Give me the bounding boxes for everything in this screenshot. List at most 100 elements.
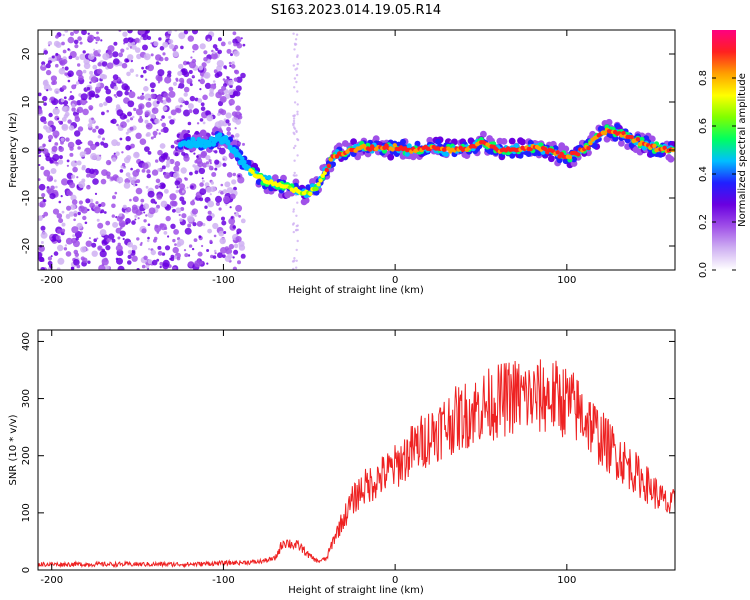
y-tick-label: 20 — [21, 48, 32, 61]
heatmap-noise-cell — [170, 144, 175, 149]
heatmap-noise-cell — [292, 230, 295, 234]
heatmap-noise-cell — [113, 94, 117, 97]
heatmap-noise-cell — [122, 31, 128, 37]
heatmap-noise-cell — [157, 245, 162, 250]
colorbar-label: Normalized spectral amplitude — [737, 73, 748, 227]
heatmap-noise-cell — [139, 36, 144, 40]
heatmap-noise-cell — [58, 200, 62, 204]
heatmap-noise-cell — [127, 100, 135, 108]
heatmap-noise-cell — [140, 198, 145, 203]
heatmap-noise-cell — [292, 32, 295, 35]
heatmap-ridge-cell — [244, 163, 249, 169]
heatmap-ridge-cell — [231, 146, 237, 152]
heatmap-noise-cell — [126, 71, 131, 77]
colorbar-ticks: 0.0 0.2 0.4 0.6 0.8 — [698, 70, 736, 278]
heatmap-noise-cell — [146, 169, 151, 174]
heatmap-noise-cell — [169, 193, 177, 201]
heatmap-noise-cell — [105, 220, 111, 226]
heatmap-noise-cell — [232, 266, 237, 270]
heatmap-noise-cell — [96, 218, 100, 222]
heatmap-noise-cell — [52, 208, 60, 215]
heatmap-noise-cell — [228, 79, 234, 86]
heatmap-noise-cell — [155, 178, 161, 184]
heatmap-noise-cell — [40, 225, 46, 231]
heatmap-noise-cell — [206, 163, 210, 168]
heatmap-noise-cell — [159, 56, 164, 62]
heatmap-noise-cell — [296, 224, 299, 227]
heatmap-noise-cell — [199, 118, 204, 122]
heatmap-noise-cell — [96, 31, 99, 35]
heatmap-noise-cell — [220, 109, 227, 116]
heatmap-noise-cell — [89, 198, 94, 203]
heatmap-noise-cell — [100, 178, 107, 185]
heatmap-noise-cell — [105, 88, 112, 95]
heatmap-noise-cell — [140, 211, 143, 215]
heatmap-noise-cell — [176, 108, 182, 114]
heatmap-ridge-cell — [350, 138, 357, 146]
heatmap-noise-cell — [200, 150, 208, 157]
snr-y-ticks: 0 100 200 300 400 — [21, 332, 675, 573]
heatmap-ridge-cell — [404, 151, 410, 157]
heatmap-noise-cell — [292, 122, 295, 126]
heatmap-noise-cell — [219, 237, 226, 245]
heatmap-noise-cell — [206, 215, 213, 222]
heatmap-noise-cell — [87, 260, 91, 264]
heatmap-noise-cell — [165, 215, 171, 222]
heatmap-noise-cell — [116, 123, 119, 127]
heatmap-noise-cell — [71, 103, 75, 106]
heatmap-noise-cell — [125, 136, 131, 142]
heatmap-noise-cell — [187, 121, 192, 126]
heatmap-noise-cell — [197, 251, 203, 257]
heatmap-noise-cell — [87, 32, 90, 35]
heatmap-noise-cell — [295, 228, 298, 232]
heatmap-noise-cell — [97, 222, 104, 229]
snr-panel: -200 -100 0 100 0 100 200 300 400 Height of str… — [8, 329, 676, 596]
heatmap-noise-cell — [238, 141, 242, 145]
heatmap-noise-cell — [102, 53, 110, 61]
heatmap-noise-cell — [223, 65, 227, 69]
heatmap-noise-cell — [173, 172, 180, 179]
heatmap-noise-cell — [174, 152, 179, 157]
heatmap-noise-cell — [132, 41, 136, 45]
heatmap-noise-cell — [89, 168, 95, 175]
heatmap-noise-cell — [233, 77, 238, 82]
heatmap-noise-cell — [147, 236, 150, 240]
heatmap-noise-cell — [67, 79, 71, 83]
heatmap-noise-cell — [150, 113, 156, 119]
heatmap-noise-cell — [213, 234, 217, 238]
heatmap-ridge-cell — [555, 150, 560, 155]
heatmap-ridge-cell — [605, 118, 613, 126]
heatmap-noise-cell — [68, 211, 75, 217]
heatmap-noise-cell — [295, 266, 298, 269]
heatmap-ridge-cell — [500, 138, 508, 145]
heatmap-noise-cell — [199, 78, 205, 85]
heatmap-noise-cell — [169, 200, 176, 207]
heatmap-noise-cell — [238, 214, 242, 218]
heatmap-ridge-cell — [586, 146, 591, 151]
heatmap-noise-cell — [101, 111, 105, 116]
heatmap-noise-cell — [295, 214, 298, 217]
heatmap-noise-cell — [296, 201, 299, 204]
heatmap-noise-cell — [134, 218, 137, 221]
heatmap-noise-cell — [127, 30, 133, 34]
heatmap-noise-cell — [161, 160, 164, 163]
heatmap-noise-cell — [151, 259, 158, 266]
heatmap-noise-cell — [234, 127, 237, 130]
heatmap-noise-cell — [85, 240, 93, 247]
heatmap-noise-cell — [155, 159, 159, 163]
heatmap-noise-cell — [42, 148, 49, 155]
heatmap-noise-cell — [71, 226, 79, 234]
heatmap-noise-cell — [51, 146, 58, 152]
heatmap-noise-cell — [295, 67, 299, 70]
heatmap-noise-cell — [202, 162, 208, 168]
heatmap-noise-cell — [91, 250, 98, 257]
heatmap-noise-cell — [77, 63, 81, 67]
heatmap-noise-cell — [233, 186, 237, 191]
heatmap-noise-cell — [213, 69, 218, 74]
heatmap-noise-cell — [183, 92, 188, 97]
heatmap-noise-cell — [97, 62, 102, 67]
heatmap-noise-cell — [129, 198, 132, 202]
heatmap-noise-cell — [42, 64, 45, 67]
heatmap-noise-cell — [124, 85, 130, 92]
